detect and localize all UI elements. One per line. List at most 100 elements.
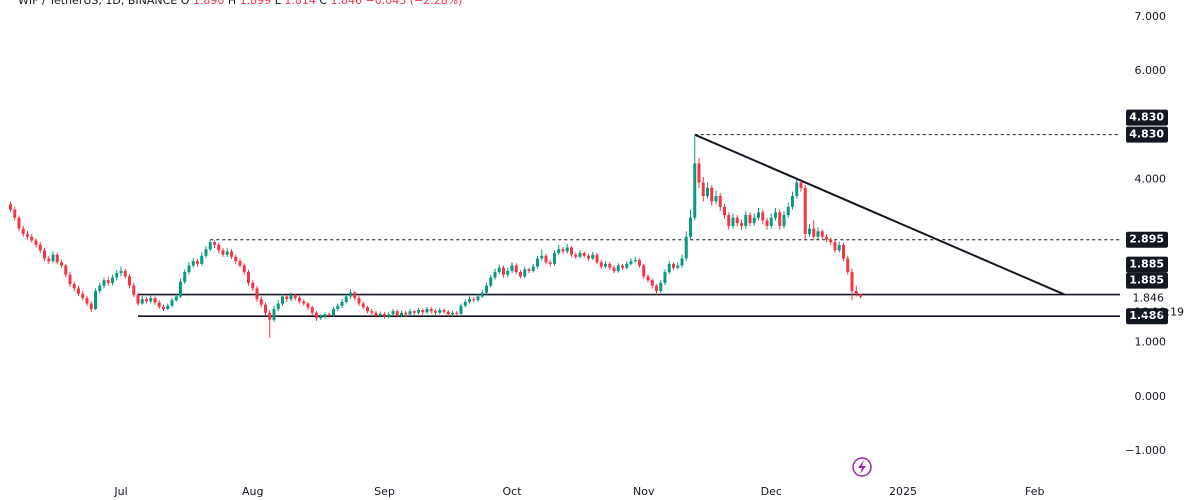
candle-body — [298, 298, 301, 302]
candle-body — [43, 250, 46, 259]
candle-body — [672, 263, 675, 268]
candle-body — [735, 217, 739, 224]
candle-body — [837, 244, 841, 251]
candle-body — [47, 258, 51, 262]
candle-body — [646, 276, 650, 281]
candle-body — [234, 256, 238, 262]
candle-body — [650, 280, 654, 286]
candle-body — [349, 292, 352, 297]
candle-body — [638, 260, 641, 266]
candle-body — [663, 272, 667, 283]
candle-body — [434, 311, 437, 313]
candle-body — [412, 311, 416, 313]
candle-body — [723, 206, 726, 216]
candle-body — [850, 272, 854, 292]
candle-body — [786, 206, 790, 216]
candle-body — [748, 215, 752, 224]
price-tag-box — [1126, 290, 1168, 307]
candle-body — [242, 265, 246, 273]
candle-body — [174, 296, 178, 301]
candle-body — [842, 244, 845, 259]
candle-body — [183, 272, 187, 282]
candle-body — [480, 292, 484, 297]
candle-body — [374, 312, 378, 316]
candle-body — [26, 234, 29, 237]
candle-body — [612, 267, 616, 271]
x-tick-label: 2025 — [889, 485, 917, 498]
candle-body — [769, 217, 773, 226]
y-tick-label: 7.000 — [1135, 10, 1167, 23]
candle-body — [217, 244, 221, 251]
candle-body — [170, 300, 174, 306]
x-tick-label: Oct — [502, 485, 522, 498]
candle-body — [17, 217, 21, 229]
candle-body — [89, 303, 93, 309]
candle-body — [455, 312, 459, 314]
candle-body — [106, 280, 110, 283]
y-tick-label: 0.000 — [1135, 390, 1167, 403]
candle-body — [395, 311, 399, 316]
candle-body — [540, 255, 544, 259]
countdown: 18:18:19 — [1135, 306, 1184, 319]
candle-body — [561, 249, 565, 252]
candle-body — [757, 212, 760, 218]
candle-body — [429, 308, 433, 312]
candle-body — [485, 285, 488, 293]
candle-body — [132, 285, 136, 295]
candle-body — [378, 313, 382, 316]
candle-body — [60, 262, 63, 266]
candle-body — [315, 312, 318, 319]
candle-body — [574, 254, 578, 257]
candle-body — [404, 312, 408, 315]
event-icon[interactable] — [852, 457, 872, 477]
candle-body — [344, 296, 348, 302]
candle-body — [774, 212, 777, 218]
candle-body — [264, 304, 267, 313]
candle-body — [502, 267, 505, 275]
price-tag-box — [1126, 272, 1168, 289]
candle-body — [459, 305, 463, 314]
candle-body — [676, 265, 680, 268]
candle-body — [145, 299, 148, 302]
candle-body — [825, 236, 828, 240]
candle-body — [667, 263, 671, 273]
candle-body — [319, 316, 323, 319]
symbol: WIF / TetherUS, 1D, BINANCE — [18, 0, 177, 7]
candle-body — [370, 311, 374, 313]
candle-body — [111, 277, 114, 283]
candle-body — [13, 209, 17, 218]
candle-body — [468, 299, 471, 302]
price-tag-label: 1.885 — [1129, 274, 1164, 287]
candle-body — [587, 255, 590, 259]
candle-body — [357, 298, 361, 304]
candle-body — [463, 301, 467, 306]
candle-body — [38, 244, 42, 251]
change: −0.043 (−2.28%) — [366, 0, 463, 7]
candle-body — [765, 220, 769, 226]
candle-body — [68, 274, 72, 284]
candle-body — [846, 258, 850, 273]
candle-body — [799, 182, 803, 188]
trendline — [694, 133, 1065, 296]
candle-body — [812, 228, 816, 237]
candle-body — [191, 261, 195, 266]
candle-body — [361, 303, 365, 308]
candle-body — [98, 285, 102, 292]
candle-body — [854, 291, 858, 295]
candle-body — [642, 265, 646, 277]
candle-body — [782, 215, 786, 226]
candle-body — [536, 258, 539, 267]
candle-body — [353, 292, 357, 299]
candle-body — [599, 262, 603, 267]
candle-body — [340, 301, 344, 306]
candle-body — [472, 299, 476, 301]
candle-body — [293, 294, 297, 299]
candle-body — [55, 254, 59, 263]
candle-body — [803, 187, 807, 235]
candle-body — [85, 298, 89, 304]
x-tick-label: Nov — [633, 485, 655, 498]
y-tick-label: 6.000 — [1135, 64, 1167, 77]
price-tag-label: 1.885 — [1129, 258, 1164, 271]
candle-body — [497, 267, 501, 273]
candle-body — [387, 314, 391, 317]
